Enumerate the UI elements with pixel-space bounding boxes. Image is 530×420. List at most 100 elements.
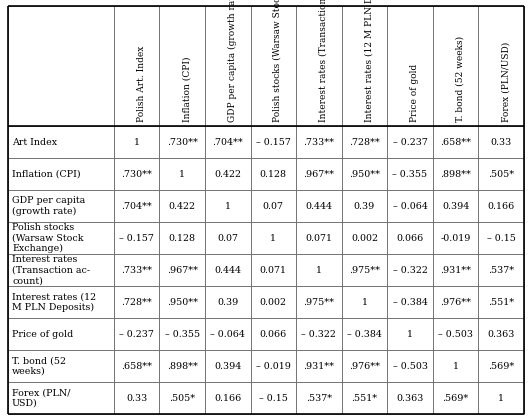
Text: -0.019: -0.019 xyxy=(440,234,471,243)
Bar xyxy=(251,222,296,254)
Bar xyxy=(296,254,342,286)
Text: 0.33: 0.33 xyxy=(126,394,147,402)
Text: – 0.019: – 0.019 xyxy=(256,362,291,370)
Text: – 0.064: – 0.064 xyxy=(210,330,245,339)
Bar xyxy=(342,222,387,254)
Text: Interest rates (12 M PLN Deposits): Interest rates (12 M PLN Deposits) xyxy=(365,0,374,122)
Text: .931**: .931** xyxy=(303,362,334,370)
Text: .537*: .537* xyxy=(488,266,514,275)
Text: .733**: .733** xyxy=(121,266,152,275)
Bar xyxy=(479,318,524,350)
Text: T. bond (52
weeks): T. bond (52 weeks) xyxy=(12,356,66,376)
Text: .967**: .967** xyxy=(166,266,198,275)
Bar xyxy=(387,286,433,318)
Text: .704**: .704** xyxy=(213,138,243,147)
Text: 0.363: 0.363 xyxy=(396,394,424,402)
Text: .569*: .569* xyxy=(443,394,469,402)
Bar xyxy=(114,350,160,382)
Bar xyxy=(479,350,524,382)
Bar xyxy=(114,158,160,190)
Bar xyxy=(160,254,205,286)
Text: .931**: .931** xyxy=(440,266,471,275)
Bar xyxy=(433,126,479,158)
Text: 1: 1 xyxy=(316,266,322,275)
Text: 1: 1 xyxy=(270,234,276,243)
Bar xyxy=(251,254,296,286)
Text: Price of gold: Price of gold xyxy=(410,64,419,122)
Bar xyxy=(387,382,433,414)
Text: – 0.237: – 0.237 xyxy=(393,138,428,147)
Text: Art Index: Art Index xyxy=(12,138,57,147)
Text: Inflation (CPI): Inflation (CPI) xyxy=(182,57,191,122)
Text: – 0.503: – 0.503 xyxy=(393,362,428,370)
Text: – 0.15: – 0.15 xyxy=(487,234,516,243)
Text: 1: 1 xyxy=(453,362,458,370)
Bar xyxy=(433,382,479,414)
Bar xyxy=(251,382,296,414)
Bar xyxy=(251,190,296,222)
Bar xyxy=(160,126,205,158)
Text: – 0.157: – 0.157 xyxy=(119,234,154,243)
Text: GDP per capita
(growth rate): GDP per capita (growth rate) xyxy=(12,197,85,216)
Bar xyxy=(296,6,342,126)
Bar xyxy=(251,350,296,382)
Bar xyxy=(387,222,433,254)
Text: – 0.503: – 0.503 xyxy=(438,330,473,339)
Text: – 0.322: – 0.322 xyxy=(393,266,428,275)
Bar xyxy=(8,350,114,382)
Bar xyxy=(205,254,251,286)
Bar xyxy=(387,6,433,126)
Bar xyxy=(8,6,114,126)
Bar xyxy=(342,190,387,222)
Text: 0.071: 0.071 xyxy=(305,234,332,243)
Text: Price of gold: Price of gold xyxy=(12,330,73,339)
Text: – 0.355: – 0.355 xyxy=(165,330,200,339)
Bar xyxy=(160,382,205,414)
Bar xyxy=(8,254,114,286)
Text: – 0.157: – 0.157 xyxy=(256,138,291,147)
Text: 1: 1 xyxy=(361,298,367,307)
Text: .505*: .505* xyxy=(169,394,195,402)
Bar xyxy=(387,318,433,350)
Bar xyxy=(296,286,342,318)
Bar xyxy=(251,318,296,350)
Text: .730**: .730** xyxy=(167,138,198,147)
Text: 0.166: 0.166 xyxy=(488,202,515,211)
Bar xyxy=(479,382,524,414)
Text: Forex (PLN/USD): Forex (PLN/USD) xyxy=(501,42,510,122)
Bar xyxy=(433,222,479,254)
Text: 0.07: 0.07 xyxy=(263,202,284,211)
Bar xyxy=(205,190,251,222)
Text: GDP per capita (growth rate): GDP per capita (growth rate) xyxy=(228,0,237,122)
Text: .976**: .976** xyxy=(440,298,471,307)
Bar xyxy=(433,158,479,190)
Text: 0.422: 0.422 xyxy=(214,170,241,179)
Bar xyxy=(205,318,251,350)
Bar xyxy=(251,158,296,190)
Bar xyxy=(205,286,251,318)
Text: – 0.064: – 0.064 xyxy=(393,202,428,211)
Bar xyxy=(342,350,387,382)
Bar xyxy=(479,126,524,158)
Bar xyxy=(160,350,205,382)
Bar xyxy=(160,6,205,126)
Bar xyxy=(8,318,114,350)
Bar xyxy=(296,382,342,414)
Text: 1: 1 xyxy=(134,138,139,147)
Bar xyxy=(114,6,160,126)
Text: .976**: .976** xyxy=(349,362,380,370)
Text: – 0.15: – 0.15 xyxy=(259,394,288,402)
Text: 0.33: 0.33 xyxy=(491,138,512,147)
Bar xyxy=(205,350,251,382)
Bar xyxy=(342,318,387,350)
Text: .898**: .898** xyxy=(167,362,198,370)
Text: .537*: .537* xyxy=(306,394,332,402)
Bar xyxy=(205,126,251,158)
Bar xyxy=(342,6,387,126)
Text: .975**: .975** xyxy=(303,298,334,307)
Bar xyxy=(342,158,387,190)
Text: T. bond (52 weeks): T. bond (52 weeks) xyxy=(456,36,465,122)
Bar xyxy=(8,222,114,254)
Bar xyxy=(433,254,479,286)
Text: Forex (PLN/
USD): Forex (PLN/ USD) xyxy=(12,388,70,408)
